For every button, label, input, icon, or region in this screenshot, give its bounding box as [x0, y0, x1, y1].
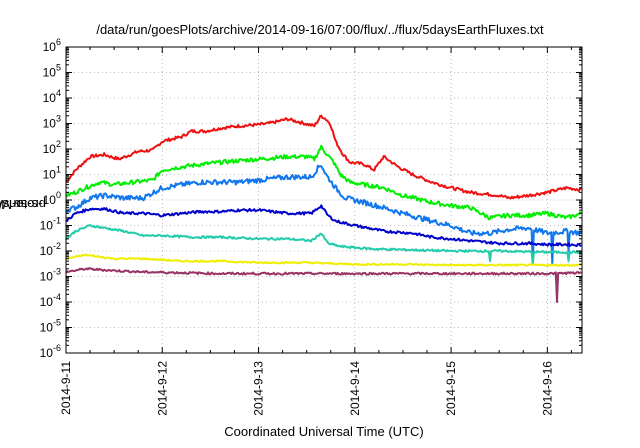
y-tick-label: 10-5	[40, 318, 61, 335]
y-axis-label-unit: -s-sr-MeV	[0, 197, 43, 213]
y-tick-label: 104	[43, 88, 61, 105]
series-line-6	[65, 253, 582, 267]
x-tick-label: 2014-9-13	[252, 361, 266, 416]
series-line-2	[65, 144, 582, 221]
x-tick-label: 2014-9-14	[348, 361, 362, 416]
ticks: 10-6 10-5 10-4 10-3 10-2 10-1 100 101 102 103 104 1…	[40, 37, 582, 416]
y-tick-label: 102	[43, 139, 61, 156]
x-axis-label: Coordinated Universal Time (UTC)	[224, 424, 424, 439]
y-tick-label: 103	[43, 114, 61, 131]
series-line-7	[65, 267, 582, 303]
series-line-5	[65, 224, 583, 266]
x-tick-label: 2014-9-15	[444, 361, 458, 416]
plot-lines	[65, 114, 583, 303]
y-tick-label: 10-6	[40, 343, 61, 360]
series-line-4	[65, 204, 582, 248]
y-tick-label: 10-3	[40, 267, 61, 284]
y-axis-label: protons/cm2-s-sr-MeV	[0, 197, 46, 212]
y-tick-label: 10-1	[40, 216, 61, 233]
y-tick-label: 10-2	[40, 241, 61, 258]
x-tick-label: 2014-9-11	[59, 361, 73, 415]
x-tick-label: 2014-9-16	[540, 361, 554, 416]
series-line-1	[65, 114, 582, 200]
y-tick-label: 10-4	[40, 292, 61, 309]
x-tick-label: 2014-9-12	[155, 361, 169, 416]
chart-title: /data/run/goesPlots/archive/2014-09-16/0…	[96, 22, 544, 37]
y-tick-label: 100	[43, 190, 61, 207]
y-tick-label: 101	[43, 165, 61, 182]
y-tick-label: 106	[43, 37, 61, 54]
series-line-3	[65, 164, 582, 266]
y-tick-label: 105	[43, 63, 61, 80]
